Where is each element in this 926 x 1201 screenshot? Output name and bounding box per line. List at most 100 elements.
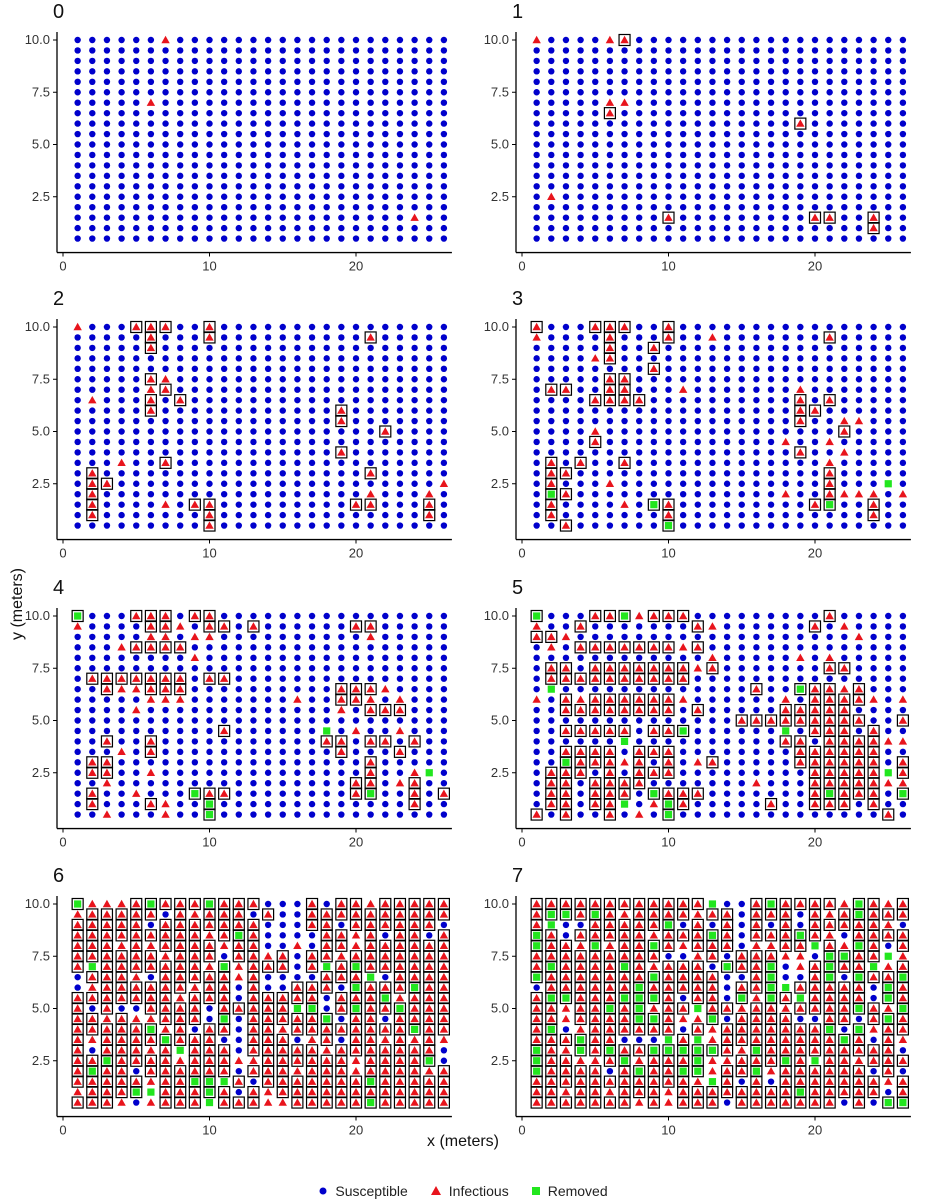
point-susceptible	[192, 120, 198, 126]
point-infectious	[708, 1067, 716, 1074]
point-susceptible	[338, 613, 344, 619]
point-susceptible	[397, 449, 403, 455]
point-susceptible	[309, 37, 315, 43]
point-infectious	[191, 1004, 199, 1011]
point-susceptible	[841, 131, 847, 137]
point-infectious	[88, 900, 96, 907]
point-susceptible	[89, 131, 95, 137]
point-susceptible	[118, 801, 124, 807]
point-susceptible	[250, 376, 256, 382]
point-susceptible	[353, 89, 359, 95]
point-susceptible	[709, 449, 715, 455]
point-infectious	[620, 1077, 628, 1084]
point-infectious	[381, 1088, 389, 1095]
point-susceptible	[280, 214, 286, 220]
point-susceptible	[441, 470, 447, 476]
point-infectious	[825, 706, 833, 713]
point-susceptible	[294, 738, 300, 744]
point-susceptible	[133, 89, 139, 95]
point-infectious	[679, 664, 687, 671]
point-infectious	[337, 1004, 345, 1011]
point-susceptible	[636, 366, 642, 372]
point-susceptible	[265, 204, 271, 210]
point-susceptible	[74, 512, 80, 518]
point-infectious	[132, 1057, 140, 1064]
point-susceptible	[206, 387, 212, 393]
point-susceptible	[133, 183, 139, 189]
point-infectious	[366, 983, 374, 990]
point-susceptible	[118, 491, 124, 497]
point-infectious	[103, 758, 111, 765]
point-susceptible	[192, 686, 198, 692]
point-susceptible	[724, 110, 730, 116]
point-susceptible	[397, 334, 403, 340]
point-infectious	[425, 500, 433, 507]
point-susceptible	[841, 110, 847, 116]
point-susceptible	[768, 428, 774, 434]
point-susceptible	[665, 387, 671, 393]
point-susceptible	[411, 334, 417, 340]
point-susceptible	[797, 460, 803, 466]
point-infectious	[606, 344, 614, 351]
x-tick-label: 10	[661, 259, 675, 274]
point-susceptible	[367, 324, 373, 330]
point-susceptible	[192, 418, 198, 424]
point-susceptible	[353, 214, 359, 220]
point-infectious	[249, 900, 257, 907]
point-susceptible	[426, 141, 432, 147]
point-susceptible	[441, 68, 447, 74]
point-removed	[650, 790, 657, 797]
point-susceptible	[177, 707, 183, 713]
point-susceptible	[812, 225, 818, 231]
point-removed	[650, 974, 657, 981]
point-susceptible	[426, 686, 432, 692]
point-infectious	[176, 1077, 184, 1084]
point-infectious	[147, 1077, 155, 1084]
point-removed	[411, 1026, 418, 1033]
point-susceptible	[651, 738, 657, 744]
point-infectious	[235, 1077, 243, 1084]
point-susceptible	[221, 522, 227, 528]
point-susceptible	[826, 366, 832, 372]
point-susceptible	[309, 428, 315, 434]
point-susceptible	[826, 79, 832, 85]
point-susceptible	[118, 141, 124, 147]
point-susceptible	[89, 728, 95, 734]
point-susceptible	[221, 512, 227, 518]
point-susceptible	[280, 235, 286, 241]
point-susceptible	[397, 89, 403, 95]
point-susceptible	[812, 100, 818, 106]
point-susceptible	[607, 491, 613, 497]
point-susceptible	[724, 655, 730, 661]
point-susceptible	[353, 801, 359, 807]
point-susceptible	[441, 387, 447, 393]
point-infectious	[562, 800, 570, 807]
point-susceptible	[221, 780, 227, 786]
point-susceptible	[900, 183, 906, 189]
point-susceptible	[411, 759, 417, 765]
point-infectious	[161, 800, 169, 807]
point-susceptible	[665, 225, 671, 231]
point-susceptible	[695, 397, 701, 403]
point-susceptible	[177, 470, 183, 476]
point-susceptible	[841, 439, 847, 445]
point-susceptible	[900, 801, 906, 807]
point-susceptible	[426, 58, 432, 64]
point-susceptible	[533, 387, 539, 393]
point-removed	[206, 1099, 213, 1106]
point-susceptible	[133, 214, 139, 220]
point-susceptible	[680, 37, 686, 43]
point-infectious	[117, 1077, 125, 1084]
point-susceptible	[324, 334, 330, 340]
point-infectious	[679, 800, 687, 807]
point-susceptible	[192, 235, 198, 241]
point-infectious	[840, 427, 848, 434]
point-susceptible	[382, 397, 388, 403]
point-susceptible	[118, 418, 124, 424]
point-infectious	[425, 942, 433, 949]
point-susceptible	[236, 418, 242, 424]
point-susceptible	[74, 183, 80, 189]
point-infectious	[635, 1077, 643, 1084]
point-infectious	[811, 685, 819, 692]
point-susceptible	[812, 613, 818, 619]
